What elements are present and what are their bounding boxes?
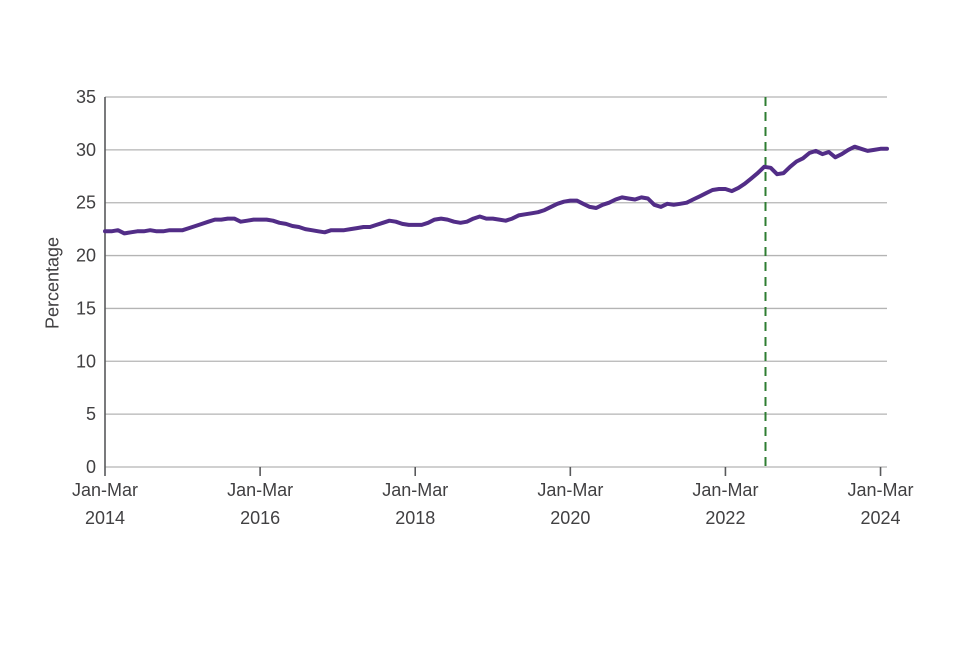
x-tick-label-year-2018: 2018 bbox=[395, 508, 435, 528]
y-tick-label-15: 15 bbox=[76, 298, 96, 318]
series-percentage-line bbox=[103, 144, 889, 236]
y-axis-tick-labels: 0 5 10 15 20 25 30 35 bbox=[76, 87, 96, 477]
y-tick-label-30: 30 bbox=[76, 140, 96, 160]
y-tick-label-35: 35 bbox=[76, 87, 96, 107]
x-tick-label-period-2022: Jan-Mar bbox=[692, 480, 758, 500]
y-tick-label-0: 0 bbox=[86, 457, 96, 477]
gridlines bbox=[105, 96, 887, 468]
x-tick-label-year-2014: 2014 bbox=[85, 508, 125, 528]
y-tick-label-20: 20 bbox=[76, 246, 96, 266]
y-tick-label-10: 10 bbox=[76, 351, 96, 371]
y-tick-label-5: 5 bbox=[86, 404, 96, 424]
x-tick-label-period-2024: Jan-Mar bbox=[848, 480, 914, 500]
x-axis-ticks: Jan-Mar 2014 Jan-Mar 2016 Jan-Mar 2018 Jan-Mar… bbox=[72, 467, 914, 528]
x-tick-label-period-2016: Jan-Mar bbox=[227, 480, 293, 500]
x-tick-label-year-2016: 2016 bbox=[240, 508, 280, 528]
x-tick-label-period-2018: Jan-Mar bbox=[382, 480, 448, 500]
x-tick-label-year-2024: 2024 bbox=[861, 508, 901, 528]
x-tick-label-period-2020: Jan-Mar bbox=[537, 480, 603, 500]
x-tick-label-period-2014: Jan-Mar bbox=[72, 480, 138, 500]
y-tick-label-25: 25 bbox=[76, 193, 96, 213]
x-tick-label-year-2020: 2020 bbox=[550, 508, 590, 528]
x-tick-label-year-2022: 2022 bbox=[705, 508, 745, 528]
y-axis-title: Percentage bbox=[42, 236, 63, 330]
